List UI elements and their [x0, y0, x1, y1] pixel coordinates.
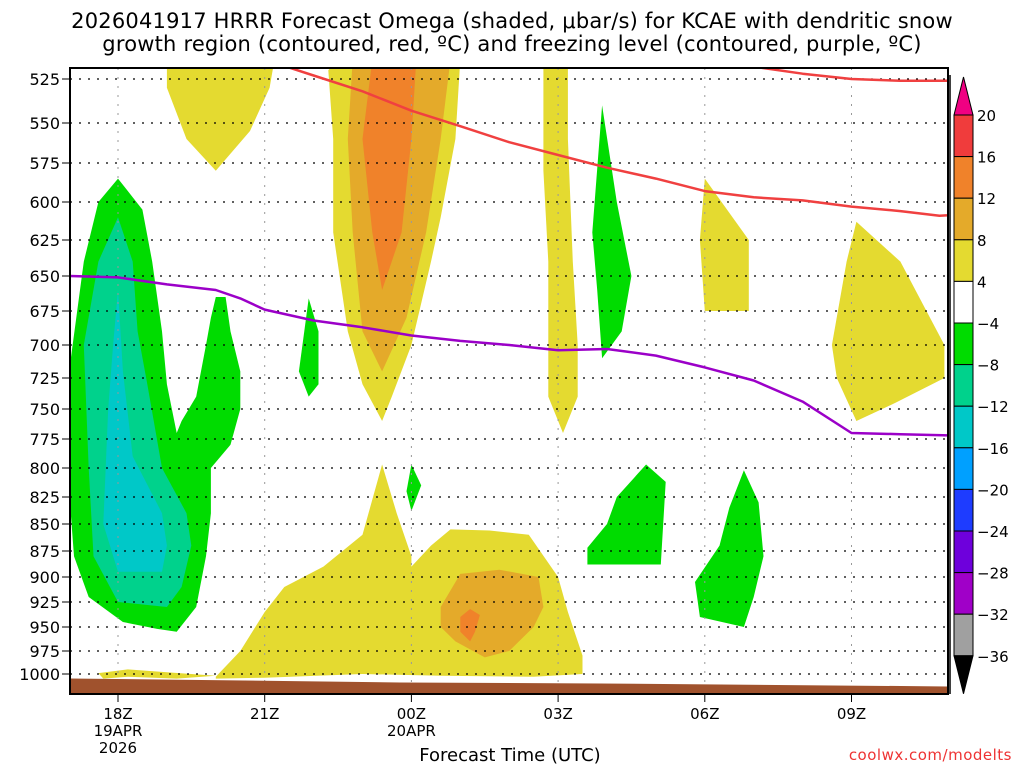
colorbar-label: −24: [977, 523, 1009, 541]
chart-title-line2: growth region (contoured, red, ºC) and f…: [102, 32, 922, 56]
credit-link[interactable]: coolwx.com/modelts: [848, 746, 1012, 764]
y-tick-label: 875: [29, 542, 60, 561]
colorbar-label: 12: [977, 190, 996, 208]
colorbar-under-triangle: [953, 655, 974, 694]
y-tick-label: 725: [29, 369, 60, 388]
x-tick-label: 18Z: [103, 705, 132, 723]
y-tick-label: 575: [29, 154, 60, 173]
y-tick-label: 650: [29, 267, 60, 286]
x-tick-label: 2026: [99, 739, 137, 757]
omega-shading: [70, 68, 945, 679]
colorbar-label: −16: [977, 440, 1009, 458]
colorbar-label: −36: [977, 648, 1009, 666]
colorbar-box: [953, 239, 974, 282]
y-axis: 525 550 575 600 625 650 675 700 725 750 775 800 825 8…: [19, 70, 70, 684]
colorbar-label: −12: [977, 398, 1009, 416]
contours: [70, 68, 948, 437]
colorbar-label: 16: [977, 149, 996, 167]
omega-region-16: [98, 669, 216, 679]
x-tick-label: 19APR: [94, 722, 143, 740]
y-tick-label: 625: [29, 231, 60, 250]
x-axis-label: Forecast Time (UTC): [419, 745, 601, 766]
y-tick-label: 700: [29, 336, 60, 355]
omega-region-3: [103, 290, 167, 572]
terrain: [70, 678, 948, 694]
y-tick-label: 600: [29, 193, 60, 212]
colorbar-box: [953, 613, 974, 657]
omega-region-7: [543, 68, 578, 433]
omega-region-8: [592, 105, 632, 359]
colorbar-label: −8: [977, 357, 999, 375]
colorbar-box: [953, 322, 974, 366]
y-tick-label: 1000: [19, 665, 60, 684]
colorbar-label: −4: [977, 315, 999, 333]
y-tick-label: 825: [29, 488, 60, 507]
omega-region-13: [215, 464, 583, 679]
omega-region-17: [587, 464, 666, 565]
omega-region-6: [362, 68, 416, 290]
y-tick-label: 900: [29, 568, 60, 587]
colorbar-label: −28: [977, 565, 1009, 583]
colorbar-box: [953, 488, 974, 532]
x-tick-label: 09Z: [837, 705, 866, 723]
x-tick-label: 00Z: [397, 705, 426, 723]
colorbar-over-triangle: [953, 76, 974, 116]
colorbar-box: [953, 156, 974, 199]
omega-region-12: [406, 464, 422, 511]
terrain-fill: [70, 678, 948, 694]
omega-region-0: [166, 68, 274, 171]
x-tick-label: 20APR: [387, 722, 436, 740]
y-tick-label: 850: [29, 515, 60, 534]
omega-region-15: [460, 609, 480, 642]
colorbar-box: [953, 572, 974, 615]
y-tick-label: 775: [29, 430, 60, 449]
colorbar-box: [953, 280, 974, 324]
colorbar-label: −32: [977, 606, 1009, 624]
dgz-contour-1: [753, 68, 948, 83]
y-tick-label: 925: [29, 593, 60, 612]
y-tick-label: 750: [29, 400, 60, 419]
x-tick-label: 03Z: [543, 705, 572, 723]
x-tick-label: 21Z: [250, 705, 279, 723]
chart-title-line1: 2026041917 HRRR Forecast Omega (shaded, …: [71, 9, 953, 33]
colorbar-box: [953, 114, 974, 158]
x-tick-label: 06Z: [690, 705, 719, 723]
y-tick-label: 975: [29, 642, 60, 661]
dgz-contour-0: [286, 68, 948, 217]
y-tick-label: 525: [29, 70, 60, 89]
y-tick-label: 800: [29, 459, 60, 478]
colorbar-box: [953, 197, 974, 241]
colorbar-label: 8: [977, 232, 987, 250]
y-tick-label: 550: [29, 114, 60, 133]
colorbar-box: [953, 405, 974, 449]
y-tick-label: 675: [29, 302, 60, 321]
colorbar-box: [953, 530, 974, 574]
omega-region-11: [831, 221, 945, 421]
omega-region-18: [695, 470, 764, 627]
omega-region-10: [699, 178, 749, 311]
y-tick-label: 950: [29, 618, 60, 637]
colorbar-label: −20: [977, 481, 1009, 499]
colorbar-box: [953, 447, 974, 490]
freezing-level-line: [70, 274, 948, 437]
colorbar-label: 4: [977, 273, 987, 291]
colorbar-label: 20: [977, 107, 996, 125]
omega-region-9: [298, 298, 319, 397]
colorbar: 20 16 12 8 4 −4 −8 −12 −16 −20 −24 −28 −32 −36: [949, 75, 1009, 694]
colorbar-box: [953, 364, 974, 407]
plot-frame: [69, 67, 949, 695]
